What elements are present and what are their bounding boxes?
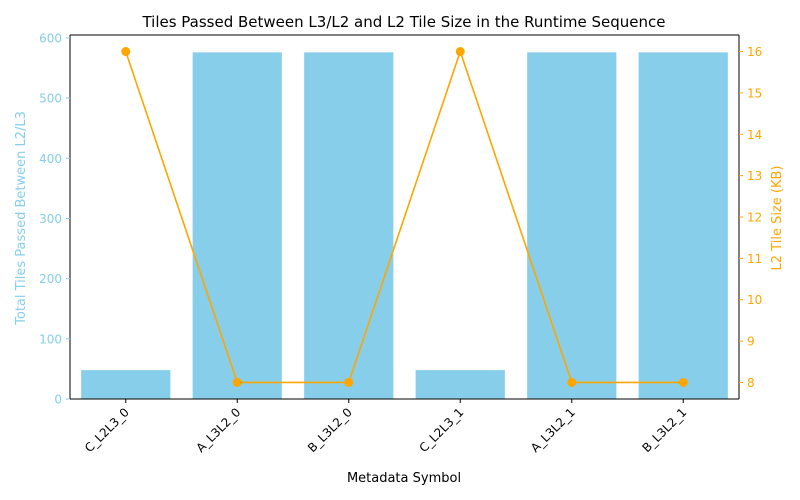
bar (638, 52, 728, 399)
tile-size-point (678, 377, 688, 387)
bar (81, 370, 171, 399)
x-tick-label: C_L2L3_1 (416, 405, 466, 455)
right-y-tick-label: 8 (747, 376, 755, 390)
bar (527, 52, 617, 399)
left-y-tick-label: 200 (39, 272, 62, 286)
tile-size-point (121, 47, 131, 57)
x-tick-label: B_L3L2_0 (305, 405, 355, 455)
tile-size-point (232, 377, 242, 387)
right-y-axis-label: L2 Tile Size (KB) (770, 166, 785, 271)
bar (192, 52, 282, 399)
right-y-tick-label: 10 (747, 293, 762, 307)
bar (415, 370, 505, 399)
x-tick-label: A_L3L2_1 (528, 405, 578, 455)
line-series (121, 47, 688, 387)
axes: 0 100 200 300 400 500 600 8 9 10 11 12 13 14 15 16 C_L2L… (39, 31, 762, 455)
bar (304, 52, 394, 399)
left-y-tick-label: 0 (54, 393, 62, 407)
x-axis-label: Metadata Symbol (347, 471, 461, 486)
right-y-tick-label: 9 (747, 335, 755, 349)
left-y-tick-label: 500 (39, 92, 62, 106)
right-y-tick-label: 16 (747, 45, 762, 59)
right-y-tick-label: 14 (747, 128, 762, 142)
tile-size-point (455, 47, 465, 57)
right-y-tick-label: 11 (747, 252, 762, 266)
left-y-tick-label: 400 (39, 152, 62, 166)
tile-size-point (567, 377, 577, 387)
tile-size-line (124, 49, 684, 384)
left-y-tick-label: 600 (39, 31, 62, 45)
tile-size-point (344, 377, 354, 387)
chart-title: Tiles Passed Between L3/L2 and L2 Tile S… (141, 13, 665, 31)
left-y-tick-label: 300 (39, 212, 62, 226)
bar-series (81, 52, 728, 399)
left-y-axis-label: Total Tiles Passed Between L2/L3 (14, 111, 29, 326)
x-tick-label: C_L2L3_0 (82, 405, 132, 455)
right-y-tick-label: 12 (747, 211, 762, 225)
right-y-tick-label: 13 (747, 169, 762, 183)
left-y-tick-label: 100 (39, 332, 62, 346)
right-y-tick-label: 15 (747, 86, 762, 100)
x-tick-label: A_L3L2_0 (194, 405, 244, 455)
x-tick-label: B_L3L2_1 (640, 405, 690, 455)
